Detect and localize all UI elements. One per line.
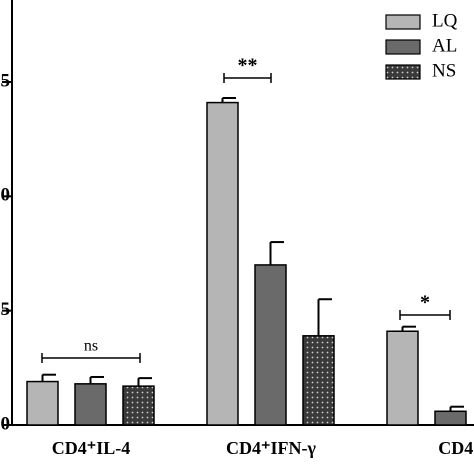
significance: **	[238, 55, 258, 77]
bar	[206, 101, 239, 426]
bar	[254, 264, 287, 426]
x-tick-label: CD4⁺IL-4	[52, 438, 131, 458]
bar	[26, 380, 59, 426]
legend-swatch	[385, 14, 421, 30]
y-tick-label: 5	[1, 299, 11, 320]
x-tick-label: CD4⁺IFN-γ	[226, 438, 316, 458]
significance: ns	[84, 338, 98, 355]
x-tick-label: CD4⁺IL-	[438, 438, 474, 458]
legend-swatch	[385, 39, 421, 55]
legend-label: NS	[432, 60, 456, 81]
legend-label: AL	[432, 35, 457, 56]
y-tick-label: 15	[0, 70, 10, 91]
legend-label: LQ	[432, 10, 458, 31]
bar	[434, 410, 467, 426]
bar	[74, 383, 107, 426]
bar	[302, 335, 335, 426]
y-tick-label: 10	[0, 185, 10, 206]
bar	[386, 330, 419, 426]
legend-swatch	[385, 64, 421, 80]
y-tick-label: 0	[1, 413, 11, 434]
bar	[122, 385, 155, 426]
significance: *	[420, 292, 430, 314]
